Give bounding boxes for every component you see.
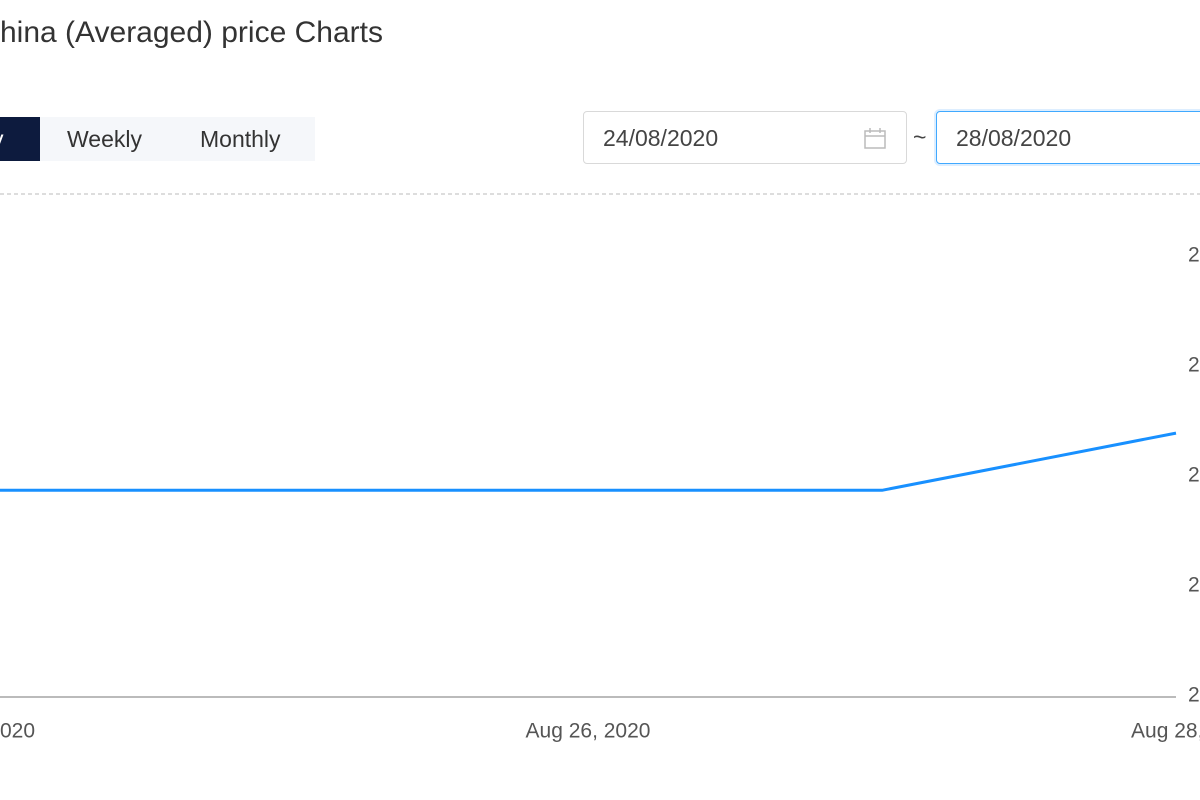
date-separator: ~ [913, 124, 927, 150]
start-date-input[interactable]: 24/08/2020 [583, 111, 907, 164]
period-tabs: y Weekly Monthly [0, 117, 315, 161]
price-line [0, 431, 1177, 492]
y-tick-label: 2 [1188, 354, 1200, 377]
start-date: 24/08/2020 [603, 125, 719, 151]
y-tick-label: 2 [1188, 684, 1200, 707]
y-tick-label: 2 [1188, 464, 1200, 487]
end-date-input[interactable]: 28/08/2020 [936, 111, 1200, 164]
y-tick-label: 2 [1188, 244, 1200, 267]
x-tick-label: 4, 2020 [0, 720, 35, 743]
tab-daily[interactable]: y [0, 117, 40, 161]
end-date: 28/08/2020 [956, 125, 1072, 151]
x-tick-label: Aug 26, 2020 [526, 720, 651, 743]
tab-weekly[interactable]: Weekly [67, 126, 142, 152]
y-tick-label: 2 [1188, 574, 1200, 597]
tab-monthly[interactable]: Monthly [200, 126, 281, 152]
x-tick-label: Aug 28, 2 [1131, 720, 1200, 743]
calendar-icon [864, 128, 886, 149]
chart-title: hina (Averaged) price Charts [0, 16, 383, 49]
